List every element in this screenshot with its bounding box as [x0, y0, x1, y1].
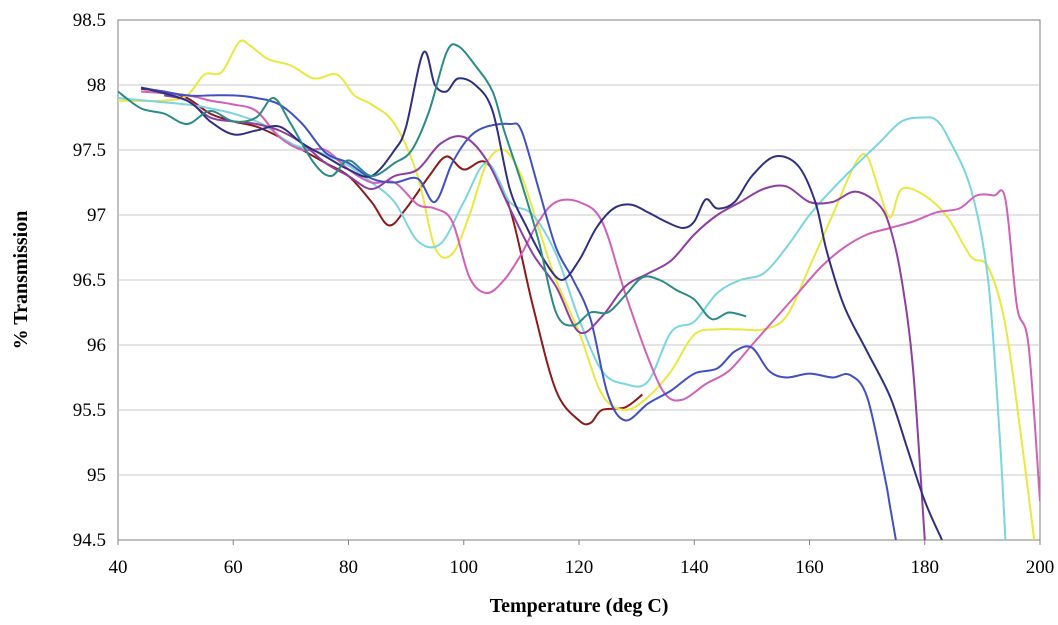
x-tick-label: 80 [339, 557, 358, 578]
y-tick-label: 95.5 [73, 400, 106, 421]
x-tick-label: 140 [680, 557, 709, 578]
x-tick-label: 180 [911, 557, 940, 578]
series-line-8 [118, 43, 747, 327]
series-line-7 [140, 50, 943, 540]
y-tick-label: 97.5 [73, 140, 106, 161]
x-axis-title: Temperature (deg C) [490, 595, 669, 617]
series-line-2 [118, 39, 1036, 540]
y-tick-label: 98.5 [73, 10, 106, 31]
gridlines [118, 84, 1040, 476]
x-tick-label: 200 [1026, 557, 1055, 578]
x-tick-label: 60 [224, 557, 243, 578]
y-axis-title: % Transmission [10, 211, 32, 350]
x-tick-label: 160 [795, 557, 824, 578]
y-tick-label: 96 [87, 335, 106, 356]
y-tick-label: 95 [87, 465, 106, 486]
y-tick-label: 94.5 [73, 530, 106, 551]
series-layer [118, 39, 1040, 540]
series-line-5 [140, 86, 897, 540]
series-line-4 [141, 90, 1040, 502]
y-tick-label: 97 [87, 205, 106, 226]
y-axis-ticks: 94.5 95 95.5 96 96.5 97 97.5 98 98.5 [73, 10, 106, 551]
x-tick-label: 40 [109, 557, 128, 578]
y-tick-label: 96.5 [73, 270, 106, 291]
x-axis-ticks: 40 60 80 100 120 140 160 180 200 [109, 540, 1055, 578]
x-tick-label: 100 [450, 557, 479, 578]
x-tick-label: 120 [565, 557, 594, 578]
y-tick-label: 98 [87, 75, 106, 96]
